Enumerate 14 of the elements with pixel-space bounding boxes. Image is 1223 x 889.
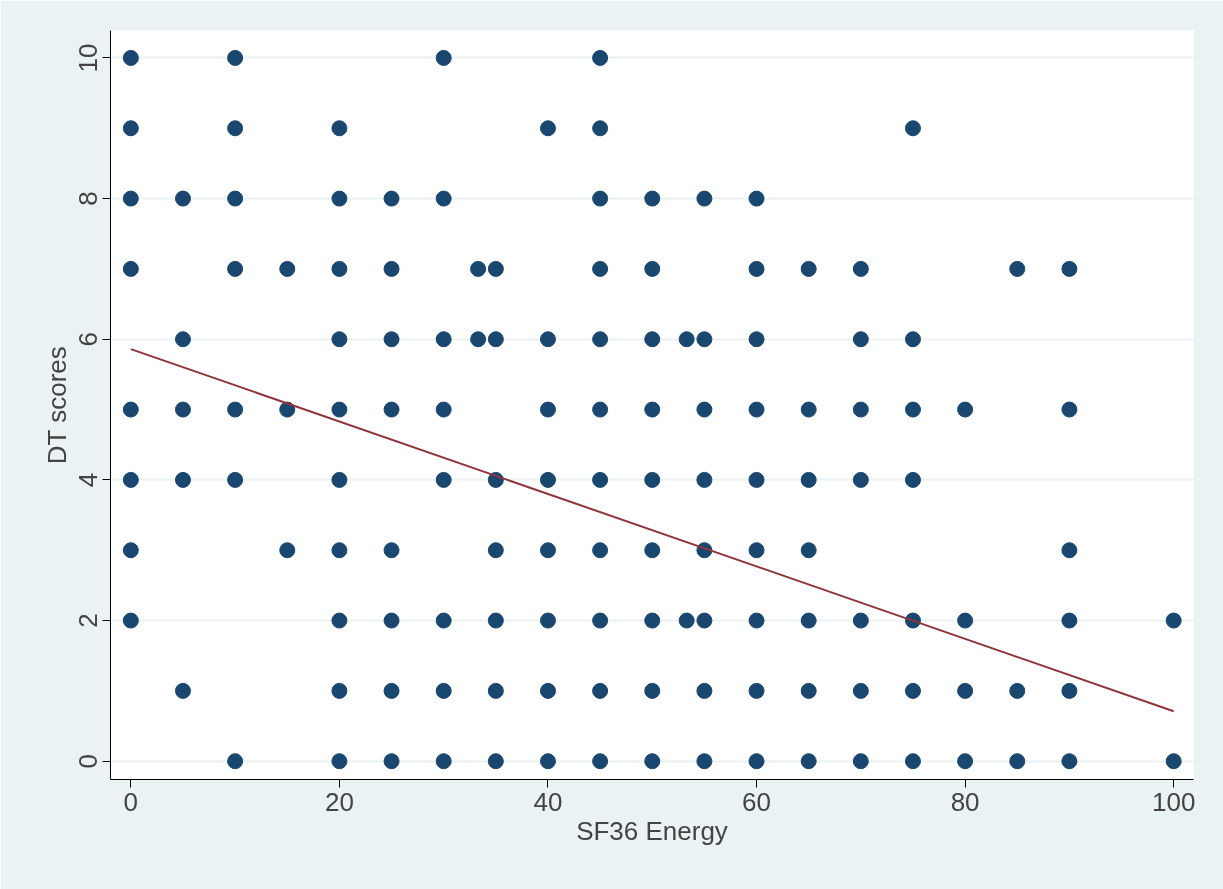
y-tick-label: 2 xyxy=(73,613,104,628)
y-tick-label: 6 xyxy=(73,332,104,347)
x-tick-label: 20 xyxy=(324,786,354,817)
x-tick-label: 40 xyxy=(533,786,563,817)
x-tick-label: 0 xyxy=(123,786,139,817)
y-tick-label: 8 xyxy=(73,191,104,206)
x-tick-label: 100 xyxy=(1152,786,1196,817)
x-tick-label: 60 xyxy=(742,786,772,817)
x-axis-title: SF36 Energy xyxy=(576,815,728,846)
y-tick-label: 4 xyxy=(73,472,104,488)
y-axis-title: DT scores xyxy=(41,346,72,465)
x-tick-label: 80 xyxy=(950,786,980,817)
y-tick-label: 0 xyxy=(73,753,104,769)
y-tick-label: 10 xyxy=(73,43,104,73)
